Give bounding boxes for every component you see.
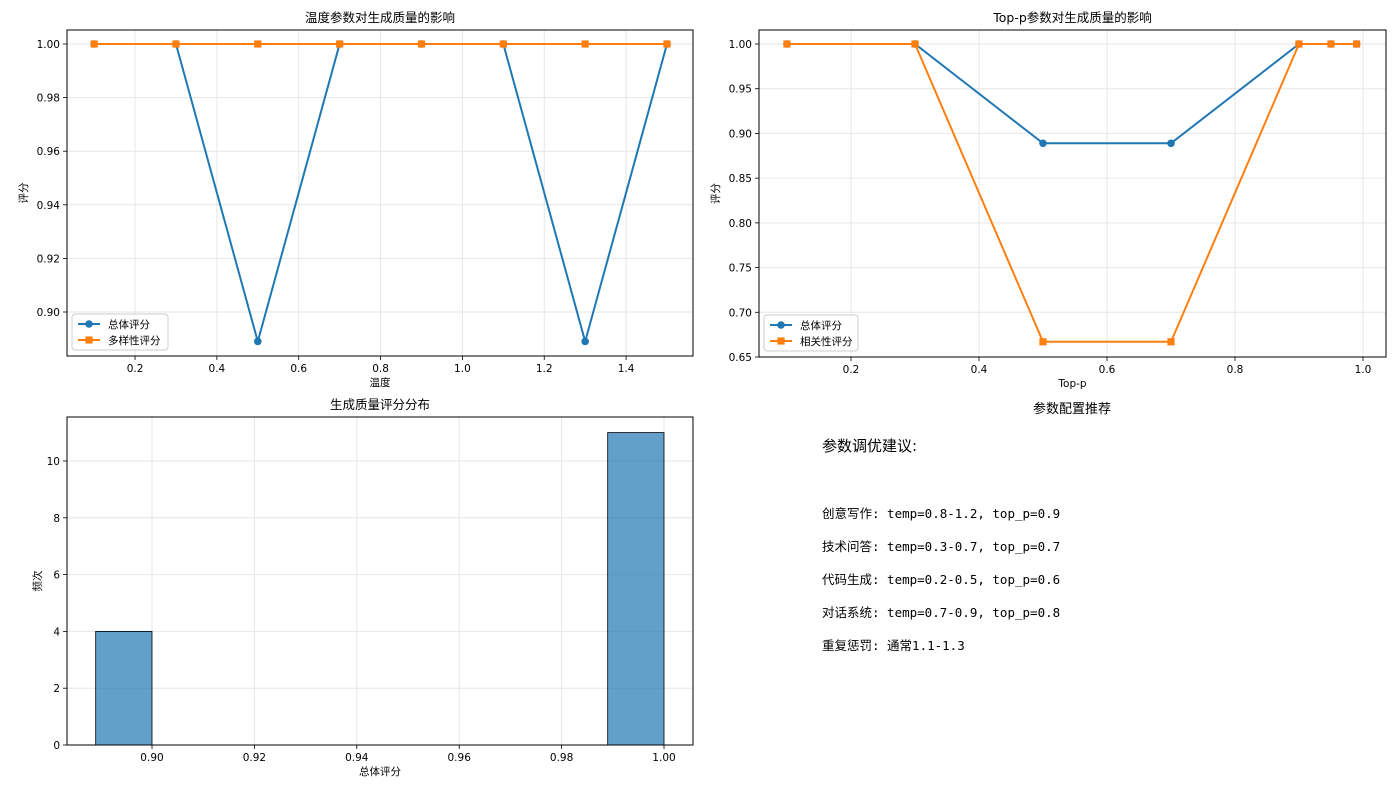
y-axis-label: 频次	[31, 570, 44, 591]
square-marker	[254, 40, 262, 48]
y-tick-label: 8	[53, 513, 60, 525]
temperature-chart: 0.2 0.4 0.6 0.8 1.0 1.2 1.4 0.90 0.92 0.94 0.96 0.9…	[18, 10, 694, 389]
square-marker	[663, 40, 671, 48]
score-histogram: 0.90 0.92 0.94 0.96 0.98 1.00 0 2 4 6 8 10 生成质量评分分布总…	[31, 397, 694, 778]
y-tick-label: 0.96	[37, 146, 61, 158]
x-axis-label: 总体评分	[359, 765, 401, 778]
series-line	[787, 43, 1357, 145]
recommendation-heading: 参数调优建议:	[822, 437, 918, 455]
y-tick-label: 0.98	[37, 93, 60, 105]
x-tick-label: 0.4	[209, 363, 226, 375]
circle-marker	[581, 337, 589, 346]
legend-label: 多样性评分	[108, 334, 161, 347]
square-marker	[911, 40, 919, 48]
x-tick-label: 0.2	[127, 363, 144, 375]
recommendation-item: 创意写作: temp=0.8-1.2, top_p=0.9	[822, 506, 1061, 521]
x-tick-label: 0.98	[550, 752, 573, 764]
y-tick-label: 0.75	[729, 263, 752, 275]
legend-circle-icon	[777, 321, 785, 329]
x-tick-label: 0.90	[140, 752, 163, 764]
square-marker	[90, 40, 98, 48]
square-marker	[172, 40, 180, 48]
recommendation-item: 代码生成: temp=0.2-0.5, top_p=0.6	[822, 572, 1061, 587]
y-tick-label: 0.90	[37, 307, 60, 319]
square-marker	[336, 40, 344, 48]
square-marker	[1295, 40, 1303, 48]
square-marker	[1353, 40, 1361, 48]
recommendation-item: 技术问答: temp=0.3-0.7, top_p=0.7	[822, 539, 1061, 554]
x-tick-label: 0.8	[372, 363, 389, 375]
x-tick-label: 0.96	[448, 752, 472, 764]
axes-frame	[758, 29, 1387, 358]
circle-marker	[1167, 139, 1175, 148]
x-tick-label: 0.4	[971, 364, 988, 376]
x-tick-label: 0.94	[345, 752, 369, 764]
y-tick-label: 0.80	[729, 218, 752, 230]
legend-square-icon	[777, 337, 785, 345]
y-tick-label: 0.70	[729, 307, 752, 319]
circle-marker	[1039, 139, 1047, 148]
axes-frame	[66, 29, 694, 357]
y-tick-label: 1.00	[37, 39, 60, 51]
x-axis-label: Top-p	[1057, 378, 1087, 390]
legend-circle-icon	[85, 320, 93, 328]
x-tick-label: 0.2	[843, 364, 860, 376]
x-tick-label: 0.92	[243, 752, 266, 764]
y-tick-label: 0	[53, 740, 60, 752]
histogram-bar	[95, 631, 153, 746]
histogram-bar	[607, 432, 665, 746]
y-tick-label: 0.90	[729, 128, 752, 140]
x-tick-label: 0.8	[1227, 364, 1244, 376]
x-tick-label: 1.00	[652, 752, 675, 764]
y-axis-label: 评分	[18, 182, 30, 203]
x-tick-label: 1.0	[1355, 364, 1372, 376]
x-axis-label: 温度	[370, 376, 391, 389]
recommendation-item: 对话系统: temp=0.7-0.9, top_p=0.8	[822, 605, 1061, 620]
x-tick-label: 1.0	[454, 363, 471, 375]
chart-title: 生成质量评分分布	[330, 397, 430, 412]
y-tick-label: 2	[53, 683, 60, 695]
y-tick-label: 10	[47, 456, 60, 468]
top-p-chart: 0.2 0.4 0.6 0.8 1.0 0.65 0.70 0.75 0.80 0.85 0.90 0…	[710, 10, 1387, 390]
legend-label: 相关性评分	[800, 335, 853, 348]
legend-label: 总体评分	[108, 318, 150, 331]
y-tick-label: 4	[53, 626, 60, 638]
chart-title: Top-p参数对生成质量的影响	[992, 10, 1152, 25]
y-tick-label: 0.95	[729, 84, 752, 96]
recommendation-panel-title: 参数配置推荐	[1033, 402, 1112, 417]
square-marker	[783, 40, 791, 48]
x-tick-label: 0.6	[290, 363, 307, 375]
y-axis-label: 评分	[710, 183, 722, 204]
y-tick-label: 6	[53, 570, 60, 582]
square-marker	[1167, 338, 1175, 346]
y-tick-label: 1.00	[729, 39, 752, 51]
x-tick-label: 0.6	[1099, 364, 1116, 376]
square-marker	[1039, 338, 1047, 346]
recommendation-item: 重复惩罚: 通常1.1-1.3	[822, 638, 965, 653]
x-tick-label: 1.4	[618, 363, 635, 375]
chart-title: 温度参数对生成质量的影响	[305, 10, 455, 25]
y-tick-label: 0.92	[37, 253, 60, 265]
axes-frame	[66, 416, 694, 746]
y-tick-label: 0.85	[729, 173, 752, 185]
legend-square-icon	[85, 336, 93, 344]
legend-label: 总体评分	[800, 319, 842, 332]
y-tick-label: 0.94	[37, 200, 61, 212]
square-marker	[499, 40, 507, 48]
circle-marker	[253, 337, 262, 346]
square-marker	[581, 40, 589, 48]
y-tick-label: 0.65	[729, 352, 752, 364]
square-marker	[1327, 40, 1335, 48]
square-marker	[417, 40, 426, 48]
x-tick-label: 1.2	[536, 363, 553, 375]
